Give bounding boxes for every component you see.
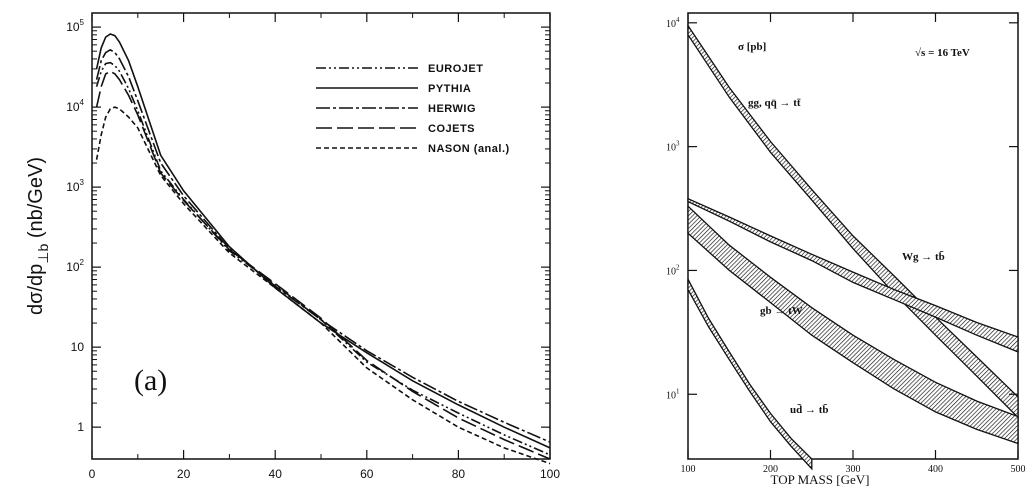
left-y-tick-label: 105: [66, 18, 84, 34]
left-y-tick-label: 102: [66, 258, 84, 274]
left-x-tick-label: 100: [540, 467, 560, 481]
panel-label: (a): [134, 364, 167, 397]
left-y-axis-label: dσ/dp⊥b (nb/GeV): [25, 157, 51, 315]
band-label: gb → tW: [760, 305, 803, 317]
left-y-tick-label: 103: [66, 178, 84, 194]
series-line-cojets: [95, 70, 551, 460]
band-ud-tb-: [687, 278, 813, 471]
band-label: Wg → tb̄: [902, 251, 945, 263]
right-annotation-sigma: σ [pb]: [738, 41, 766, 53]
left-y-tick-label: 104: [66, 98, 84, 114]
right-y-tick-label: 102: [666, 263, 680, 277]
band-label: ud̄ → tb̄: [790, 404, 829, 416]
right-x-tick-label: 400: [928, 464, 943, 475]
right-x-tick-label: 300: [846, 464, 861, 475]
band-label: gg, qq̄ → tt̄: [748, 97, 801, 109]
right-x-tick-label: 100: [681, 464, 696, 475]
band-wg-tb-: [687, 197, 1019, 353]
left-x-tick-label: 0: [89, 467, 96, 481]
right-x-axis: 100 200 300 400 500: [681, 13, 1026, 475]
left-x-tick-label: 80: [452, 467, 466, 481]
right-y-tick-label: 104: [666, 16, 680, 30]
legend-label: PYTHIA: [428, 83, 471, 95]
right-y-tick-label: 101: [666, 387, 680, 401]
right-x-axis-label: TOP MASS [GeV]: [771, 472, 870, 487]
right-annotation-energy: √s = 16 TeV: [915, 47, 970, 59]
right-band-labels: gg, qq̄ → tt̄ Wg → tb̄ gb → tW ud̄ → tb̄: [748, 97, 945, 416]
left-x-tick-label: 20: [177, 467, 191, 481]
right-chart: 101 102 103 104 100 200 300 400 500 gg, qq̄ → t…: [666, 12, 1026, 487]
left-series-lines: [95, 33, 551, 465]
series-line-pythia: [95, 33, 551, 449]
legend-label: HERWIG: [428, 103, 476, 115]
legend-label: COJETS: [428, 123, 475, 135]
series-line-eurojet: [95, 61, 551, 456]
left-x-axis: 0 20 40 60 80 100: [89, 13, 560, 481]
right-y-tick-label: 103: [666, 140, 680, 154]
right-x-tick-label: 500: [1011, 464, 1026, 475]
left-x-tick-label: 60: [360, 467, 374, 481]
right-bands: [687, 23, 1019, 471]
legend-label: EUROJET: [428, 63, 483, 75]
band-gb-tw: [687, 204, 1019, 445]
series-line-herwig: [95, 48, 551, 443]
left-y-tick-label: 1: [77, 420, 84, 434]
left-y-tick-label: 10: [71, 340, 85, 354]
left-legend: EUROJET PYTHIA HERWIG COJETS NASON (anal.): [316, 63, 510, 155]
legend-label: NASON (anal.): [428, 143, 510, 155]
left-x-tick-label: 40: [269, 467, 283, 481]
series-line-nason-anal: [95, 106, 551, 465]
right-x-tick-label: 200: [763, 464, 778, 475]
left-chart: 1 10 102 103 104 105 0 20 40 60 80 100 EUROJET PYTH…: [25, 12, 560, 481]
